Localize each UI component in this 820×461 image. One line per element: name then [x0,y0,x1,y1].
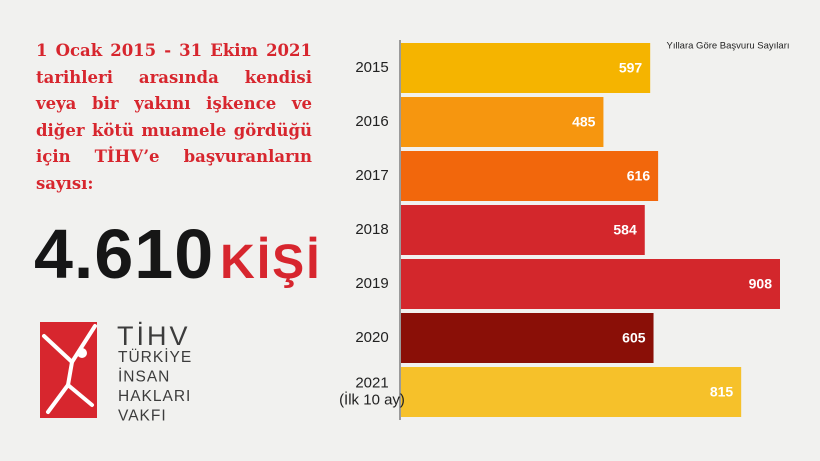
category-label: 2017 [355,167,388,184]
bar [401,313,654,363]
logo-name-line: HAKLARI [118,388,191,405]
total-number: 4.610 [34,215,215,293]
value-label: 597 [619,60,643,76]
value-label: 908 [749,276,773,292]
logo-figure [42,324,97,414]
logo-name-line: VAKFI [118,408,167,425]
total-unit: KİŞİ [220,236,322,289]
logo-name-line: İNSAN [118,368,170,386]
value-label: 485 [572,114,596,130]
bar [401,259,780,309]
bar [401,43,651,93]
bar [401,151,659,201]
category-label: 2020 [355,329,388,346]
bar [401,205,645,255]
category-label: 2019 [355,275,388,292]
bar [401,97,604,147]
value-label: 584 [613,222,637,238]
logo-name-line: TÜRKİYE [118,348,192,366]
category-label: 2015 [355,59,388,76]
value-label: 616 [627,168,651,184]
logo-mark [40,322,97,418]
total-block: 4.610 KİŞİ [34,214,322,294]
category-label: 2016 [355,113,388,130]
bar [401,367,742,417]
category-label: 2018 [355,221,388,238]
category-label: 2021 (İlk 10 ay) [339,374,405,408]
value-label: 815 [710,384,734,400]
logo-head [77,348,87,358]
intro-text: 1 Ocak 2015 - 31 Ekim 2021 tarihleri ara… [36,41,312,193]
value-label: 605 [622,330,646,346]
chart-title: Yıllara Göre Başvuru Sayıları [666,41,789,52]
logo-abbr: TİHV [117,320,191,351]
